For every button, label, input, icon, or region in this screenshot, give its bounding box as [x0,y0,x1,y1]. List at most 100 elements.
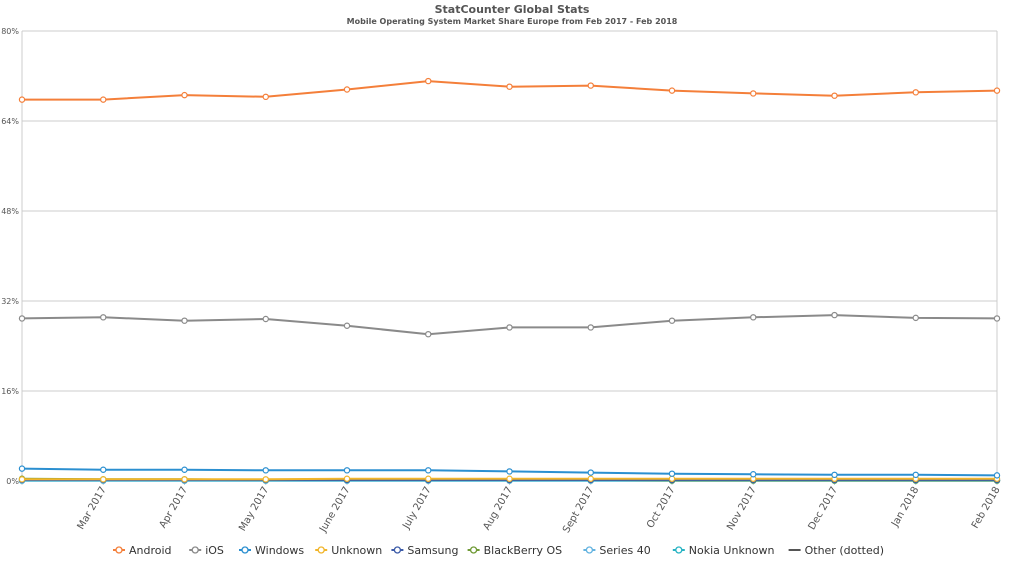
data-point[interactable] [912,89,919,96]
data-point[interactable] [912,471,919,479]
data-point[interactable] [587,475,594,482]
x-tick-label: July 2017 [401,485,434,532]
data-point[interactable] [262,476,269,483]
y-tick-label: 48% [1,207,19,216]
x-tick-label: Feb 2018 [970,485,1003,531]
data-point[interactable] [343,475,351,482]
legend-marker [675,546,683,554]
legend-item[interactable]: Other (dotted) [788,544,884,557]
data-point[interactable] [181,91,188,99]
legend-label: Nokia Unknown [689,544,775,557]
x-tick-label: Apr 2017 [158,485,190,530]
data-point[interactable] [100,96,107,103]
legend-marker [115,546,123,554]
legend-item[interactable]: Nokia Unknown [672,544,775,557]
legend-label: iOS [205,544,224,557]
data-point[interactable] [262,315,269,323]
data-point[interactable] [668,470,676,477]
data-point[interactable] [587,324,594,331]
y-axis-ticks: 0% 16% 32% 48% 64% 80% [1,27,19,486]
data-point[interactable] [831,471,838,479]
legend-label: Unknown [331,544,382,557]
x-tick-label: June 2017 [317,485,352,535]
data-point[interactable] [506,468,513,475]
data-point[interactable] [750,314,757,321]
data-point[interactable] [993,87,1001,94]
legend-label: BlackBerry OS [484,544,563,557]
legend-item[interactable]: Android [113,544,172,557]
data-point[interactable] [100,466,107,473]
x-tick-label: May 2017 [237,485,271,533]
data-point[interactable] [587,469,594,476]
data-point[interactable] [181,476,188,483]
legend-item[interactable]: iOS [189,544,224,557]
data-point[interactable] [343,86,351,93]
series-lines [18,77,1001,484]
data-point[interactable] [993,472,1001,479]
x-tick-label: Oct 2017 [645,485,677,530]
data-point[interactable] [506,324,513,331]
legend-marker [191,546,199,554]
legend-marker [585,546,594,554]
legend-marker [469,546,478,554]
x-tick-label: Mar 2017 [76,485,109,532]
data-point[interactable] [100,314,107,321]
data-point[interactable] [18,96,26,103]
data-point[interactable] [425,475,432,482]
data-point[interactable] [587,82,594,89]
data-point[interactable] [506,83,513,90]
x-axis-ticks: Mar 2017 Apr 2017 May 2017 June 2017 July 20… [21,481,1003,535]
legend-item[interactable]: Unknown [315,544,382,557]
data-point[interactable] [18,465,26,472]
data-point[interactable] [668,475,676,482]
legend-marker [317,546,325,554]
y-tick-label: 16% [1,387,19,396]
legend[interactable]: Android iOS Windows Unknown Samsung BlackBerr… [113,544,884,557]
x-tick-label: Dec 2017 [807,485,841,532]
series-android [18,77,1001,103]
y-tick-label: 80% [1,27,19,36]
legend-item[interactable]: Windows [239,544,304,557]
legend-label: Samsung [407,544,458,557]
legend-marker [393,546,402,554]
data-point[interactable] [912,314,919,322]
data-point[interactable] [343,322,351,329]
data-point[interactable] [100,476,107,483]
y-tick-label: 64% [1,117,19,126]
data-point[interactable] [425,330,432,338]
data-point[interactable] [750,471,757,478]
data-point[interactable] [506,475,513,482]
data-point[interactable] [18,315,26,322]
legend-item[interactable]: Samsung [391,544,459,557]
data-point[interactable] [993,315,1001,322]
legend-item[interactable]: BlackBerry OS [467,544,563,557]
data-point[interactable] [750,90,757,97]
x-tick-label: Aug 2017 [481,485,515,532]
legend-label: Windows [255,544,304,557]
legend-label: Series 40 [599,544,650,557]
data-point[interactable] [425,77,432,85]
data-point[interactable] [425,467,432,474]
chart-subtitle: Mobile Operating System Market Share Eur… [347,17,678,26]
series-windows [18,465,1001,479]
data-point[interactable] [831,311,838,319]
gridlines [21,30,998,482]
data-point[interactable] [18,476,26,483]
data-point[interactable] [668,317,676,324]
data-point[interactable] [343,467,351,474]
legend-item[interactable]: Series 40 [583,544,651,557]
data-point[interactable] [831,92,838,99]
data-point[interactable] [668,87,676,94]
data-point[interactable] [262,93,269,101]
x-tick-label: Nov 2017 [725,485,759,532]
x-tick-label: Jan 2018 [889,485,921,530]
data-point[interactable] [262,467,269,474]
data-point[interactable] [181,317,188,324]
series-ios [18,311,1001,338]
legend-marker [241,546,249,554]
data-point[interactable] [181,466,188,473]
x-tick-label: Sept 2017 [561,485,596,535]
y-tick-label: 32% [1,297,19,306]
legend-label: Android [129,544,172,557]
